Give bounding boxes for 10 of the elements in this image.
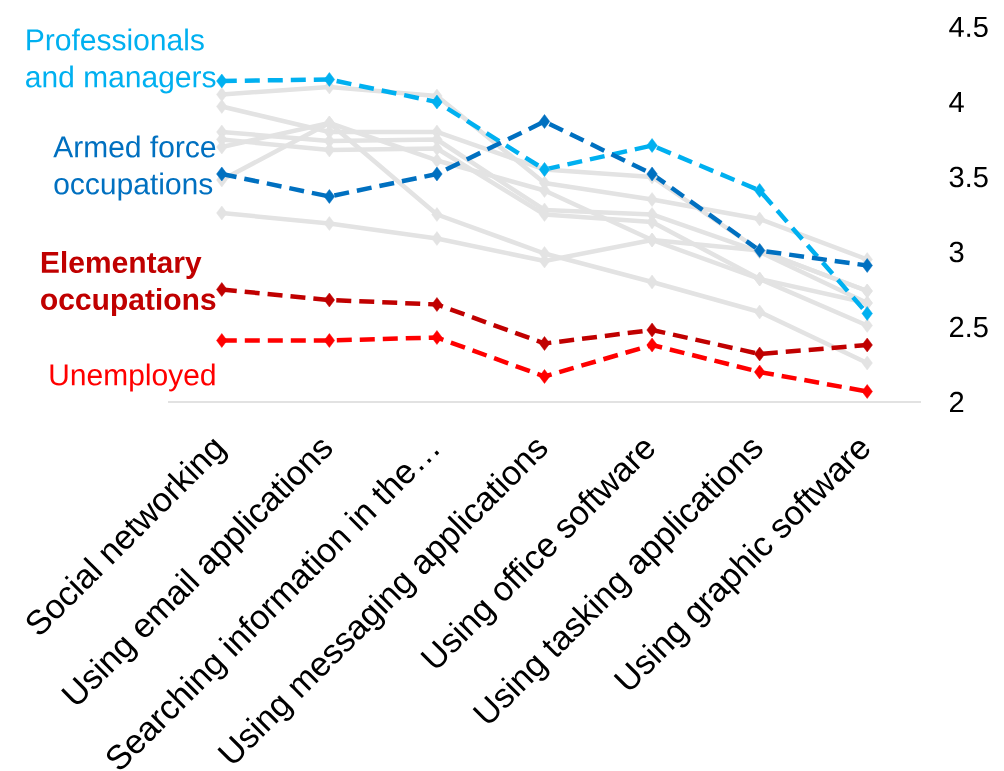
y-tick-label: 4 <box>949 92 964 112</box>
y-tick-label: 3 <box>949 241 964 263</box>
series-label: Armed force occupations <box>53 135 216 201</box>
y-tick-label: 2.5 <box>949 316 988 338</box>
series-label: Elementary occupations <box>41 251 216 316</box>
y-tick-label: 3.5 <box>949 166 988 188</box>
y-tick-label: 4.5 <box>949 16 988 38</box>
series-label: Unemployed <box>50 363 215 392</box>
y-tick-label: 2 <box>949 391 964 413</box>
series-label: Professionals and managers <box>26 28 216 94</box>
